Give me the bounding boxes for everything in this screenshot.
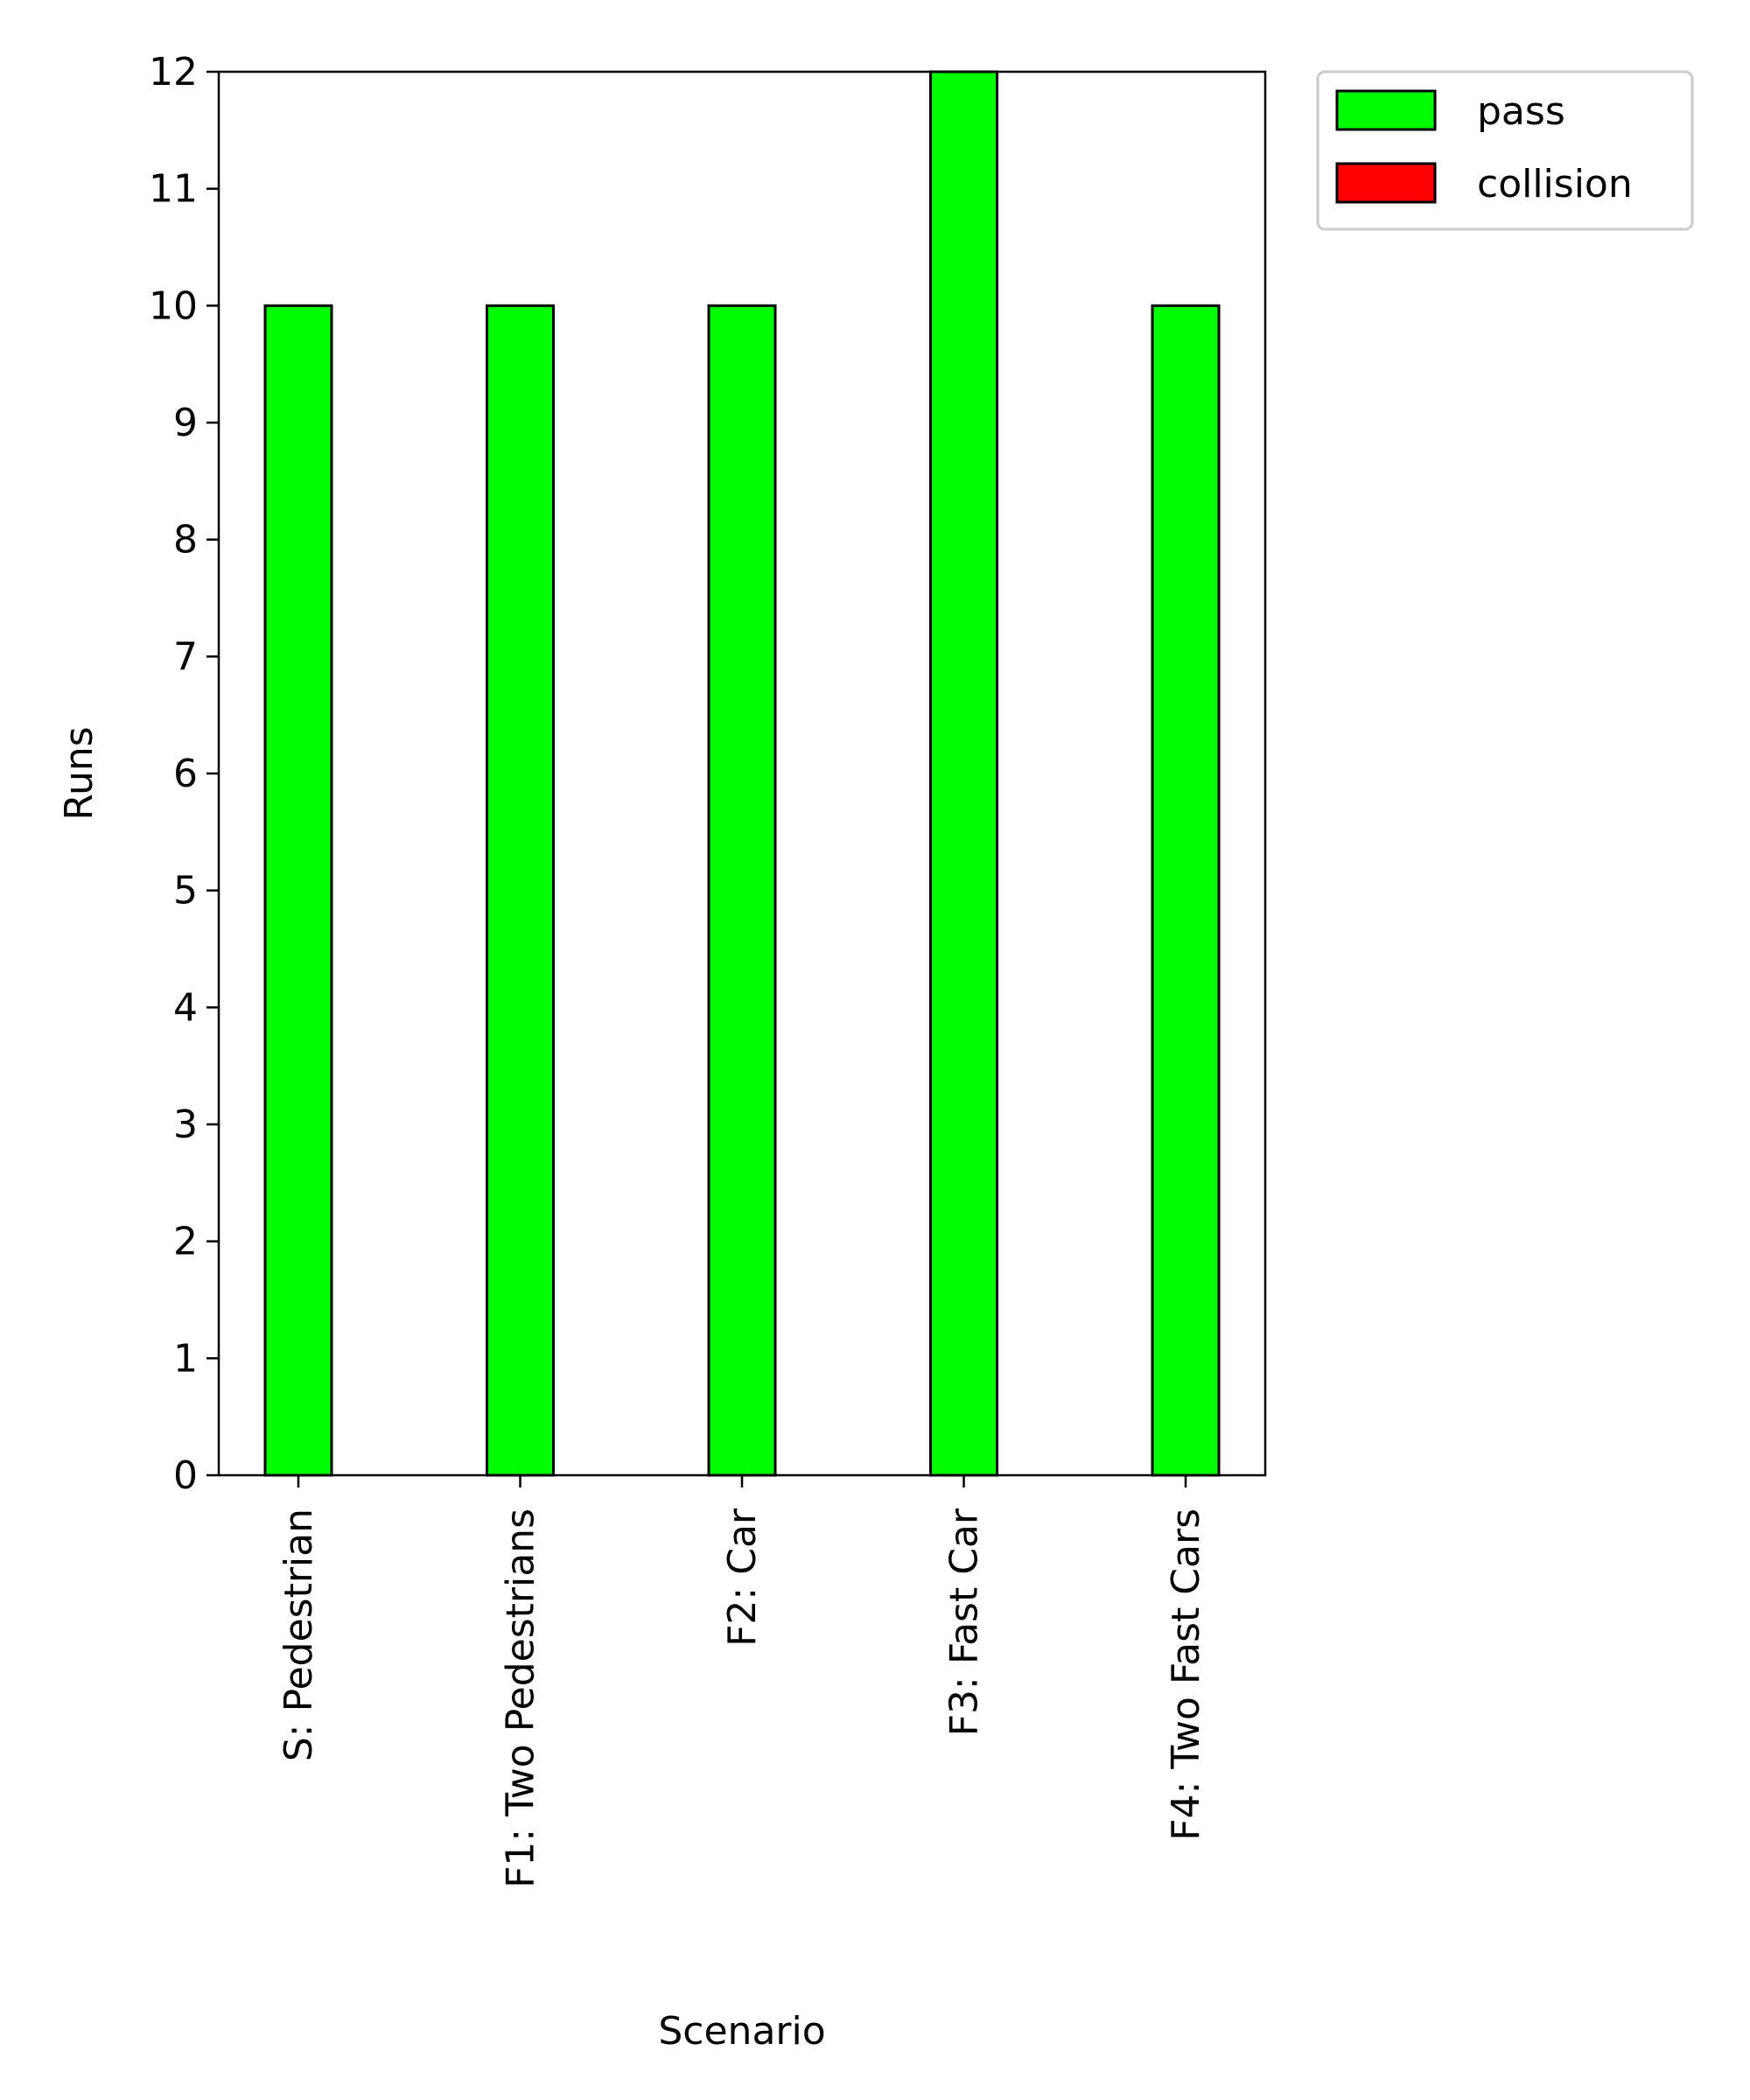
y-tick-label: 6 [173, 752, 198, 796]
legend-label-pass: pass [1477, 89, 1565, 134]
legend-swatch-pass [1335, 89, 1437, 131]
bar-pass [929, 70, 998, 1477]
y-tick-label: 0 [173, 1453, 198, 1498]
y-tick-label: 10 [149, 284, 198, 328]
bar-pass [263, 304, 333, 1477]
y-tick-label: 8 [173, 518, 198, 563]
x-axis-ticks: S: Pedestrian F1: Two Pedestrians F2: Car F… [276, 1475, 1208, 1888]
legend: pass collision [1316, 70, 1694, 231]
x-tick-label: S: Pedestrian [276, 1508, 321, 1761]
y-tick-label: 4 [173, 985, 198, 1030]
x-tick-label: F1: Two Pedestrians [499, 1508, 543, 1888]
x-axis-title: Scenario [658, 2009, 825, 2054]
y-tick-label: 12 [149, 50, 198, 94]
y-tick-label: 9 [173, 401, 198, 445]
y-tick-label: 1 [173, 1336, 198, 1381]
y-tick-label: 2 [173, 1220, 198, 1264]
bars [263, 70, 1221, 1477]
y-tick-label: 7 [173, 634, 198, 679]
y-tick-label: 5 [173, 869, 198, 914]
bar-pass [1151, 304, 1221, 1477]
legend-label-collision: collision [1477, 162, 1633, 206]
x-tick-label: F4: Two Fast Cars [1164, 1508, 1208, 1841]
y-axis-title: Runs [57, 726, 102, 820]
y-tick-label: 11 [149, 167, 198, 212]
bar-pass [707, 304, 777, 1477]
x-tick-label: F2: Car [720, 1508, 765, 1647]
x-tick-label: F3: Fast Car [942, 1508, 987, 1736]
bar-pass [486, 304, 555, 1477]
legend-swatch-collision [1335, 162, 1437, 204]
y-tick-label: 3 [173, 1102, 198, 1147]
